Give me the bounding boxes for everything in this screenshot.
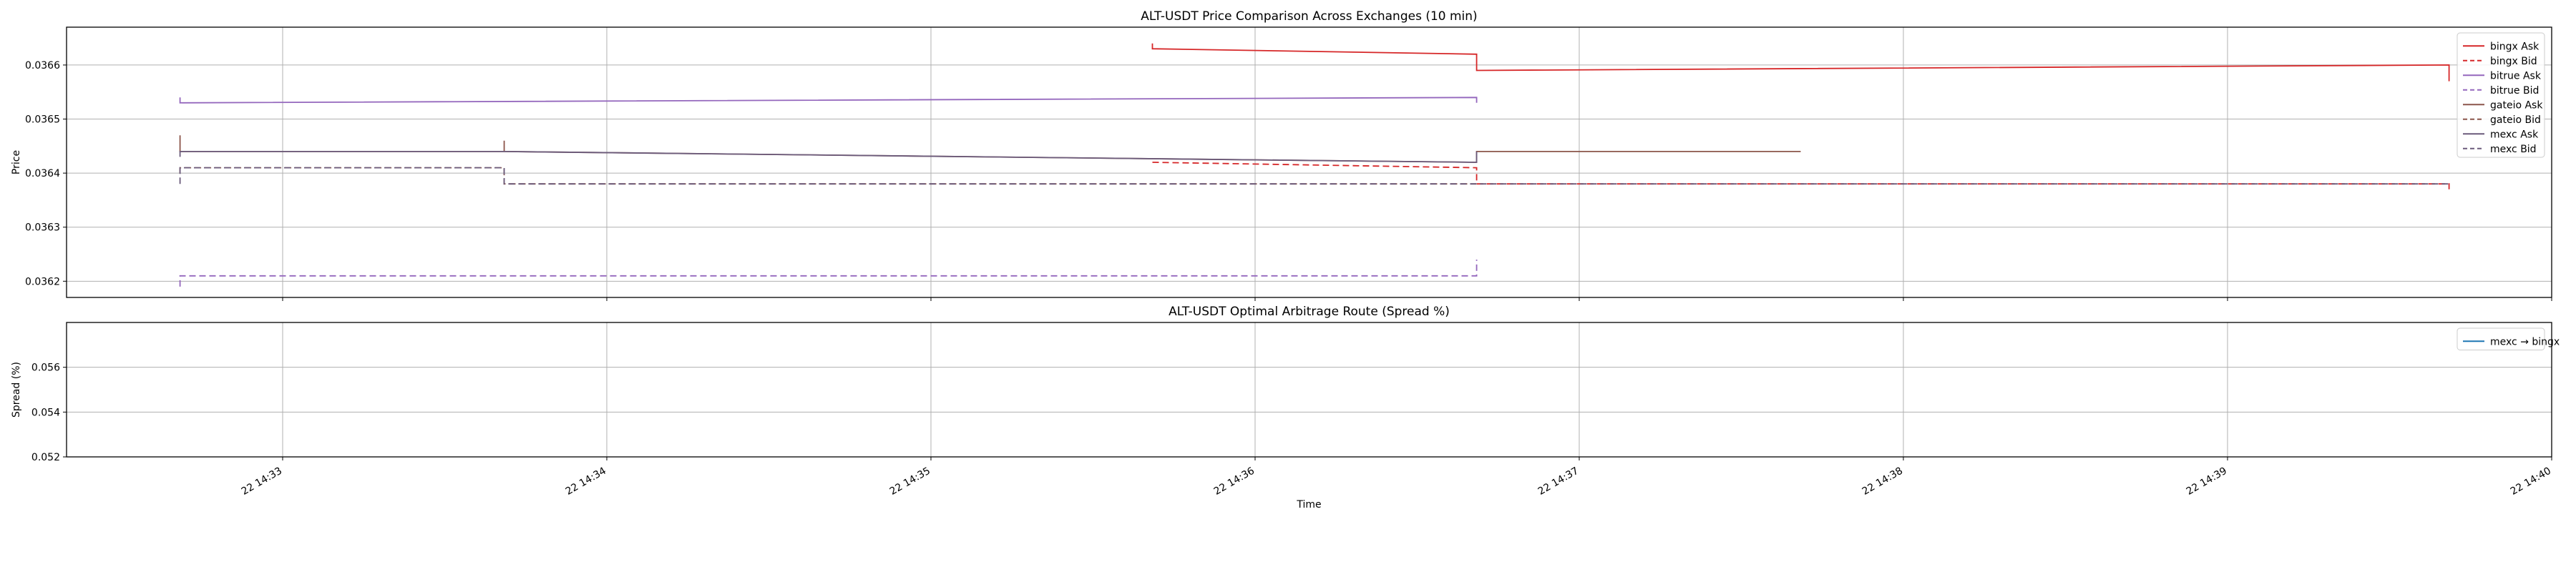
series-line-bingx-ask [1151, 43, 2450, 82]
y-tick-label: 0.0365 [25, 114, 60, 126]
series-line-mexc-bid [179, 167, 2449, 185]
x-axis-label: Time [1296, 499, 1321, 511]
legend-label: bingx Bid [2490, 56, 2537, 67]
series-line-mexc-ask [179, 151, 1478, 163]
y-axis-label: Price [11, 150, 22, 174]
y-tick-label: 0.052 [31, 452, 60, 463]
y-tick-label: 0.0363 [25, 222, 60, 234]
legend-label: bitrue Ask [2490, 70, 2542, 82]
legend-label: bitrue Bid [2490, 85, 2539, 97]
panel-price: 0.0362 0.0363 0.0364 0.0365 0.0366 ALT-USDT P… [11, 9, 2552, 301]
y-tick-label: 0.056 [31, 363, 60, 374]
legend: mexc → bingx [2457, 327, 2560, 350]
legend-label: mexc Bid [2490, 144, 2537, 155]
y-tick-label: 0.0362 [25, 276, 60, 287]
series-line-bingx-bid [1152, 162, 2450, 189]
chart-title: ALT-USDT Optimal Arbitrage Route (Spread… [1169, 305, 1450, 319]
legend-box [2457, 327, 2545, 350]
y-axis-label: Spread (%) [11, 362, 22, 418]
legend-label: mexc → bingx [2490, 336, 2560, 347]
legend-label: gateio Ask [2490, 99, 2543, 111]
legend-box [2457, 32, 2545, 158]
y-tick-label: 0.0364 [25, 168, 60, 179]
plot-frame [66, 322, 2552, 458]
legend-label: gateio Bid [2490, 114, 2541, 126]
y-tick-label: 0.0366 [25, 60, 60, 72]
legend-label: bingx Ask [2490, 41, 2540, 52]
series-line-bitrue-bid [179, 260, 1478, 287]
legend: bingx Ask bingx Bid bitrue Ask bitrue Bid ga… [2457, 32, 2545, 158]
y-tick-label: 0.054 [31, 407, 60, 418]
legend-label: mexc Ask [2490, 129, 2539, 140]
chart-title: ALT-USDT Price Comparison Across Exchang… [1141, 9, 1477, 24]
plot-frame [66, 26, 2552, 298]
series-line-bitrue-ask [179, 97, 1478, 104]
